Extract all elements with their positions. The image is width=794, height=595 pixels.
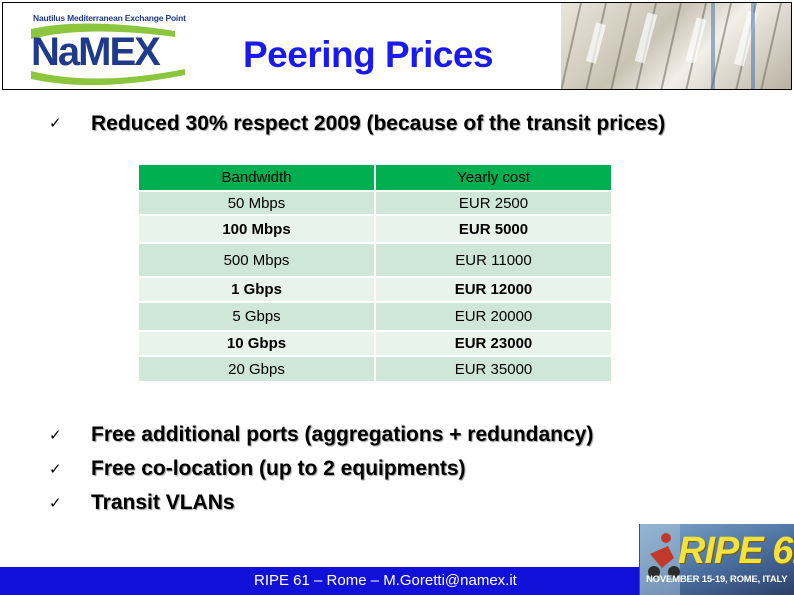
bullet-transit-vlans: Transit VLANs (91, 491, 235, 514)
cost-cell: EUR 23000 (375, 331, 613, 357)
table-row: 50 Mbps EUR 2500 (139, 191, 613, 216)
header-frame: Nautilus Mediterranean Exchange Point Na… (2, 2, 792, 90)
cost-cell: EUR 20000 (375, 302, 613, 332)
footer-text: RIPE 61 – Rome – M.Goretti@namex.it (254, 572, 517, 589)
bandwidth-cell: 5 Gbps (139, 302, 376, 332)
logo-word: NaMEX (31, 30, 161, 74)
check-icon: ✓ (49, 426, 62, 444)
bandwidth-cell: 500 Mbps (139, 243, 376, 278)
cost-cell: EUR 5000 (375, 215, 613, 244)
bandwidth-cell: 50 Mbps (139, 191, 376, 216)
table-row: 1 Gbps EUR 12000 (139, 277, 613, 303)
page-title: Peering Prices (243, 34, 494, 75)
column-header-yearly-cost: Yearly cost (375, 165, 613, 192)
table-row: 500 Mbps EUR 11000 (139, 243, 613, 278)
cost-cell: EUR 11000 (375, 243, 613, 278)
namex-logo: Nautilus Mediterranean Exchange Point Na… (25, 7, 215, 87)
bullet-free-ports: Free additional ports (aggregations + re… (91, 423, 594, 446)
bandwidth-cell: 20 Gbps (139, 356, 376, 383)
bandwidth-cell: 10 Gbps (139, 331, 376, 357)
table-header-row: Bandwidth Yearly cost (139, 165, 613, 192)
table-row: 5 Gbps EUR 20000 (139, 302, 613, 332)
table-row: 10 Gbps EUR 23000 (139, 331, 613, 357)
ripe-logo-word: RIPE 61 (678, 530, 794, 572)
ripe61-logo: RIPE 61 NOVEMBER 15-19, ROME, ITALY (639, 524, 794, 595)
check-icon: ✓ (49, 494, 62, 512)
scooter-icon (640, 524, 680, 595)
check-icon: ✓ (49, 114, 62, 132)
ripe-logo-date: NOVEMBER 15-19, ROME, ITALY (646, 574, 788, 585)
cost-cell: EUR 35000 (375, 356, 613, 383)
namex-logo-mark: NaMEX (31, 23, 185, 85)
cost-cell: EUR 12000 (375, 277, 613, 303)
bandwidth-cell: 1 Gbps (139, 277, 376, 303)
bandwidth-cell: 100 Mbps (139, 215, 376, 244)
logo-tagline: Nautilus Mediterranean Exchange Point (33, 13, 186, 23)
header-photo (561, 3, 791, 89)
check-icon: ✓ (49, 460, 62, 478)
column-header-bandwidth: Bandwidth (139, 165, 376, 192)
cost-cell: EUR 2500 (375, 191, 613, 216)
table-row: 100 Mbps EUR 5000 (139, 215, 613, 244)
bullet-reduced-prices: Reduced 30% respect 2009 (because of the… (91, 112, 666, 135)
table-row: 20 Gbps EUR 35000 (139, 356, 613, 383)
bullet-free-colocation: Free co-location (up to 2 equipments) (91, 457, 466, 480)
price-table: Bandwidth Yearly cost 50 Mbps EUR 2500 1… (139, 165, 613, 383)
